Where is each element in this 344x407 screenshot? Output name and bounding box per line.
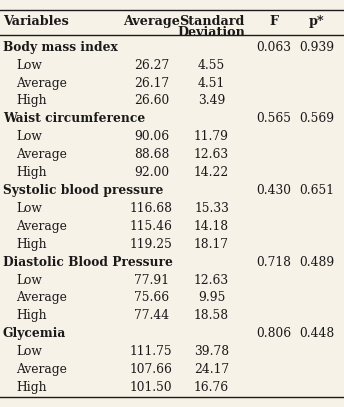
Text: Average: Average: [17, 148, 67, 161]
Text: 0.569: 0.569: [299, 112, 334, 125]
Text: Low: Low: [17, 59, 42, 72]
Text: 18.17: 18.17: [194, 238, 229, 251]
Text: Standard: Standard: [179, 15, 244, 28]
Text: 12.63: 12.63: [194, 274, 229, 287]
Text: 0.718: 0.718: [256, 256, 291, 269]
Text: Average: Average: [17, 291, 67, 304]
Text: 0.939: 0.939: [299, 41, 334, 54]
Text: 111.75: 111.75: [130, 345, 173, 358]
Text: 4.51: 4.51: [198, 77, 225, 90]
Text: 101.50: 101.50: [130, 381, 173, 394]
Text: Diastolic Blood Pressure: Diastolic Blood Pressure: [3, 256, 173, 269]
Text: 15.33: 15.33: [194, 202, 229, 215]
Text: Glycemia: Glycemia: [3, 327, 66, 340]
Text: 0.651: 0.651: [299, 184, 334, 197]
Text: 77.91: 77.91: [134, 274, 169, 287]
Text: 24.17: 24.17: [194, 363, 229, 376]
Text: 39.78: 39.78: [194, 345, 229, 358]
Text: High: High: [17, 238, 47, 251]
Text: 0.448: 0.448: [299, 327, 334, 340]
Text: Average: Average: [17, 220, 67, 233]
Text: High: High: [17, 94, 47, 107]
Text: 77.44: 77.44: [134, 309, 169, 322]
Text: 16.76: 16.76: [194, 381, 229, 394]
Text: 3.49: 3.49: [198, 94, 225, 107]
Text: Low: Low: [17, 274, 42, 287]
Text: 92.00: 92.00: [134, 166, 169, 179]
Text: High: High: [17, 381, 47, 394]
Text: 26.60: 26.60: [134, 94, 169, 107]
Text: 90.06: 90.06: [134, 130, 169, 143]
Text: 26.27: 26.27: [134, 59, 169, 72]
Text: 116.68: 116.68: [130, 202, 173, 215]
Text: 18.58: 18.58: [194, 309, 229, 322]
Text: 12.63: 12.63: [194, 148, 229, 161]
Text: High: High: [17, 309, 47, 322]
Text: Waist circumference: Waist circumference: [3, 112, 145, 125]
Text: Variables: Variables: [3, 15, 68, 28]
Text: 9.95: 9.95: [198, 291, 225, 304]
Text: Deviation: Deviation: [178, 26, 246, 39]
Text: 4.55: 4.55: [198, 59, 225, 72]
Text: 0.063: 0.063: [256, 41, 291, 54]
Text: F: F: [269, 15, 278, 28]
Text: 0.430: 0.430: [256, 184, 291, 197]
Text: 115.46: 115.46: [130, 220, 173, 233]
Text: 14.18: 14.18: [194, 220, 229, 233]
Text: Average: Average: [17, 363, 67, 376]
Text: 0.489: 0.489: [299, 256, 334, 269]
Text: Low: Low: [17, 130, 42, 143]
Text: 14.22: 14.22: [194, 166, 229, 179]
Text: High: High: [17, 166, 47, 179]
Text: 107.66: 107.66: [130, 363, 173, 376]
Text: p*: p*: [309, 15, 324, 28]
Text: Low: Low: [17, 202, 42, 215]
Text: 0.565: 0.565: [256, 112, 291, 125]
Text: Low: Low: [17, 345, 42, 358]
Text: 26.17: 26.17: [134, 77, 169, 90]
Text: 0.806: 0.806: [256, 327, 291, 340]
Text: Body mass index: Body mass index: [3, 41, 118, 54]
Text: Systolic blood pressure: Systolic blood pressure: [3, 184, 163, 197]
Text: 75.66: 75.66: [134, 291, 169, 304]
Text: 119.25: 119.25: [130, 238, 173, 251]
Text: Average: Average: [123, 15, 180, 28]
Text: 88.68: 88.68: [134, 148, 169, 161]
Text: 11.79: 11.79: [194, 130, 229, 143]
Text: Average: Average: [17, 77, 67, 90]
